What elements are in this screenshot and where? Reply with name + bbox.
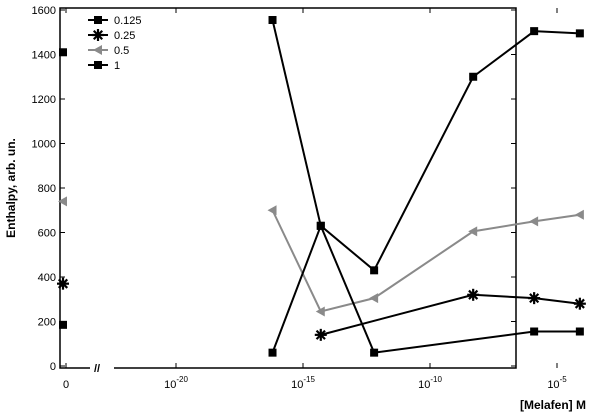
series-line-0 — [271, 19, 580, 272]
legend-label: 0.25 — [114, 30, 135, 42]
data-point-0 — [268, 16, 277, 25]
legend-marker — [93, 45, 102, 55]
x-tick-base: 10 — [418, 379, 430, 391]
x-tick-label: 0 — [63, 379, 69, 391]
data-point-1 — [467, 288, 480, 301]
data-point-0 — [530, 27, 539, 36]
data-point-2 — [468, 226, 478, 237]
data-point-0 — [575, 29, 584, 38]
x-tick-base: 0 — [63, 379, 69, 391]
series-line-2 — [271, 209, 581, 313]
x-tick-exponent: -15 — [303, 375, 315, 384]
legend-label: 1 — [114, 60, 120, 72]
y-tick-label: 1400 — [32, 50, 56, 62]
zero-point — [59, 320, 67, 329]
x-tick-label: 10-15 — [291, 375, 315, 391]
data-point-1 — [314, 328, 327, 341]
x-tick-base: 10 — [164, 379, 176, 391]
y-axis-title: Enthalpy, arb. un. — [4, 138, 18, 238]
x-axis-break: // — [90, 360, 114, 375]
data-point-3 — [370, 348, 379, 357]
y-tick-label: 0 — [50, 361, 56, 373]
x-tick-label: 10-20 — [164, 375, 188, 391]
legend-marker — [92, 29, 104, 41]
zero-point — [58, 196, 67, 207]
x-tick-exponent: -20 — [176, 375, 188, 384]
series-line-1 — [320, 293, 580, 336]
series-markers — [57, 16, 586, 357]
y-axis-ticks: 0 200 400 600 800 1000 1200 1400 1600 — [32, 5, 516, 373]
data-point-2 — [267, 205, 277, 216]
legend-marker — [94, 61, 102, 69]
zero-point — [59, 48, 67, 57]
data-point-1 — [528, 292, 541, 305]
x-tick-exponent: -5 — [560, 375, 568, 384]
x-tick-base: 10 — [291, 379, 303, 391]
y-tick-label: 600 — [38, 228, 56, 240]
y-tick-label: 200 — [38, 317, 56, 329]
data-point-3 — [316, 221, 325, 230]
data-point-3 — [268, 348, 277, 357]
x-tick-label: 10-10 — [418, 375, 442, 391]
x-tick-exponent: -10 — [430, 375, 442, 384]
axis-break-mark: // — [94, 363, 100, 375]
data-point-0 — [469, 72, 478, 81]
x-axis-ticks: 0 10-20 10-15 10-10 10-5 — [63, 8, 567, 391]
y-tick-label: 1600 — [32, 5, 56, 17]
data-point-3 — [530, 327, 539, 336]
data-point-0 — [370, 266, 379, 275]
legend-marker — [94, 16, 102, 24]
legend: 0.125 0.25 0.5 1 — [88, 15, 142, 72]
y-tick-label: 1000 — [32, 139, 56, 151]
zero-point — [57, 277, 69, 290]
data-point-1 — [573, 297, 586, 310]
data-point-2 — [574, 209, 584, 220]
x-tick-label: 10-5 — [547, 375, 567, 391]
x-axis-title: [Melafen] M — [520, 398, 586, 412]
x-tick-base: 10 — [547, 379, 559, 391]
data-point-3 — [575, 327, 584, 336]
y-tick-label: 800 — [38, 183, 56, 195]
legend-label: 0.5 — [114, 45, 129, 57]
data-point-2 — [369, 293, 379, 304]
legend-label: 0.125 — [114, 15, 142, 27]
y-tick-label: 1200 — [32, 94, 56, 106]
data-point-2 — [315, 306, 325, 317]
y-tick-label: 400 — [38, 272, 56, 284]
data-point-2 — [529, 216, 539, 227]
